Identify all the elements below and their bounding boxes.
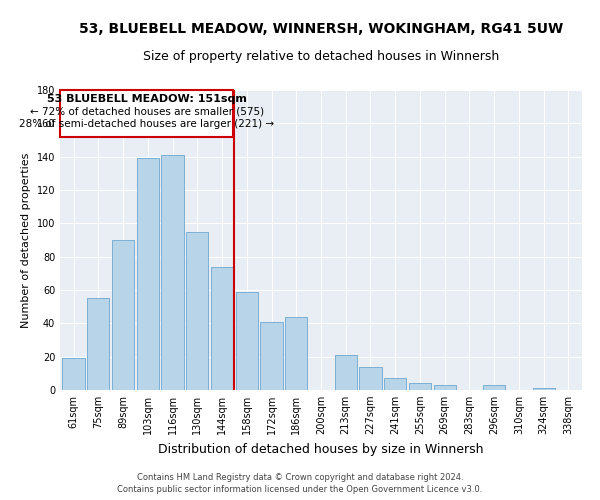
Bar — [533, 388, 555, 390]
Bar — [359, 366, 382, 390]
Bar — [409, 384, 431, 390]
Bar — [186, 232, 208, 390]
Text: 53, BLUEBELL MEADOW, WINNERSH, WOKINGHAM, RG41 5UW: 53, BLUEBELL MEADOW, WINNERSH, WOKINGHAM… — [79, 22, 563, 36]
Bar — [60, 90, 233, 136]
Bar — [112, 240, 134, 390]
Bar — [260, 322, 283, 390]
Bar — [161, 155, 184, 390]
Text: Size of property relative to detached houses in Winnersh: Size of property relative to detached ho… — [143, 50, 499, 63]
Text: 53 BLUEBELL MEADOW: 151sqm: 53 BLUEBELL MEADOW: 151sqm — [47, 94, 247, 104]
Bar — [384, 378, 406, 390]
Y-axis label: Number of detached properties: Number of detached properties — [21, 152, 31, 328]
Bar — [483, 385, 505, 390]
Text: Contains public sector information licensed under the Open Government Licence v3: Contains public sector information licen… — [118, 485, 482, 494]
X-axis label: Distribution of detached houses by size in Winnersh: Distribution of detached houses by size … — [158, 442, 484, 456]
Bar — [62, 358, 85, 390]
Text: 28% of semi-detached houses are larger (221) →: 28% of semi-detached houses are larger (… — [19, 119, 274, 129]
Bar — [285, 316, 307, 390]
Bar — [236, 292, 258, 390]
Bar — [211, 266, 233, 390]
Bar — [87, 298, 109, 390]
Bar — [137, 158, 159, 390]
Text: Contains HM Land Registry data © Crown copyright and database right 2024.: Contains HM Land Registry data © Crown c… — [137, 474, 463, 482]
Text: ← 72% of detached houses are smaller (575): ← 72% of detached houses are smaller (57… — [29, 106, 263, 117]
Bar — [434, 385, 456, 390]
Bar — [335, 355, 357, 390]
